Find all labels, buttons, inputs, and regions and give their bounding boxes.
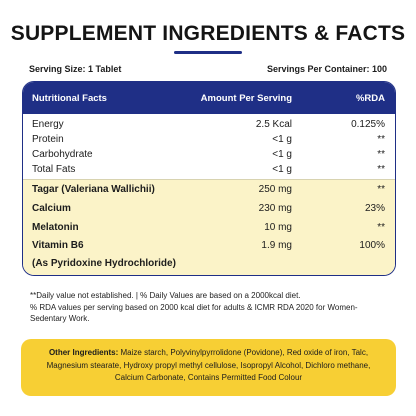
row-rda: ** bbox=[377, 164, 385, 175]
row-amount: <1 g bbox=[272, 164, 292, 175]
title-underline bbox=[174, 51, 242, 54]
row-name: Carbohydrate bbox=[32, 149, 93, 160]
table-row: Energy 2.5 Kcal 0.125% bbox=[23, 118, 395, 133]
active-ingredients-highlight bbox=[23, 179, 395, 275]
table-row: Protein <1 g ** bbox=[23, 133, 395, 148]
row-amount: <1 g bbox=[272, 149, 292, 160]
row-rda: ** bbox=[377, 134, 385, 145]
other-ingredients-box: Other Ingredients: Maize starch, Polyvin… bbox=[21, 339, 396, 396]
header-amount-per-serving: Amount Per Serving bbox=[200, 93, 292, 104]
footnote-daily-value: **Daily value not established. | % Daily… bbox=[30, 291, 301, 300]
row-amount: 250 mg bbox=[258, 184, 292, 195]
row-name: Total Fats bbox=[32, 164, 76, 175]
row-amount: 10 mg bbox=[264, 222, 292, 233]
row-name: Energy bbox=[32, 119, 64, 130]
row-name: Vitamin B6 bbox=[32, 240, 84, 251]
row-rda: 100% bbox=[359, 240, 385, 251]
serving-size: Serving Size: 1 Tablet bbox=[29, 64, 122, 74]
other-ingredients-text: Maize starch, Polyvinylpyrrolidone (Povi… bbox=[46, 348, 371, 382]
row-name: Protein bbox=[32, 134, 64, 145]
servings-per-container: Servings Per Container: 100 bbox=[266, 64, 387, 74]
table-row: Melatonin 10 mg ** bbox=[23, 221, 395, 236]
section-divider bbox=[23, 179, 395, 180]
row-rda: 0.125% bbox=[351, 119, 385, 130]
row-name: Melatonin bbox=[32, 222, 79, 233]
other-ingredients-label: Other Ingredients: bbox=[48, 348, 119, 357]
row-name: Calcium bbox=[32, 203, 71, 214]
header-nutritional-facts: Nutritional Facts bbox=[32, 93, 107, 104]
row-amount: <1 g bbox=[272, 134, 292, 145]
table-row: Carbohydrate <1 g ** bbox=[23, 148, 395, 163]
table-row: Vitamin B6 1.9 mg 100% bbox=[23, 239, 395, 254]
row-amount: 2.5 Kcal bbox=[255, 119, 292, 130]
row-amount: 1.9 mg bbox=[261, 240, 292, 251]
row-amount: 230 mg bbox=[258, 203, 292, 214]
header-rda: %RDA bbox=[355, 93, 385, 104]
vitamin-b6-form-note: (As Pyridoxine Hydrochloride) bbox=[32, 258, 176, 269]
row-rda: 23% bbox=[364, 203, 385, 214]
table-header: Nutritional Facts Amount Per Serving %RD… bbox=[23, 82, 395, 114]
table-row: Calcium 230 mg 23% bbox=[23, 202, 395, 217]
table-row: Total Fats <1 g ** bbox=[23, 163, 395, 178]
footnote-rda-basis: % RDA values per serving based on 2000 k… bbox=[30, 302, 358, 324]
footnotes: **Daily value not established. | % Daily… bbox=[30, 290, 392, 325]
row-rda: ** bbox=[377, 184, 385, 195]
facts-table: Nutritional Facts Amount Per Serving %RD… bbox=[22, 81, 396, 276]
row-rda: ** bbox=[377, 222, 385, 233]
table-row: Tagar (Valeriana Wallichii) 250 mg ** bbox=[23, 183, 395, 198]
page-title: SUPPLEMENT INGREDIENTS & FACTS bbox=[10, 22, 406, 45]
row-rda: ** bbox=[377, 149, 385, 160]
row-name: Tagar (Valeriana Wallichii) bbox=[32, 184, 155, 195]
